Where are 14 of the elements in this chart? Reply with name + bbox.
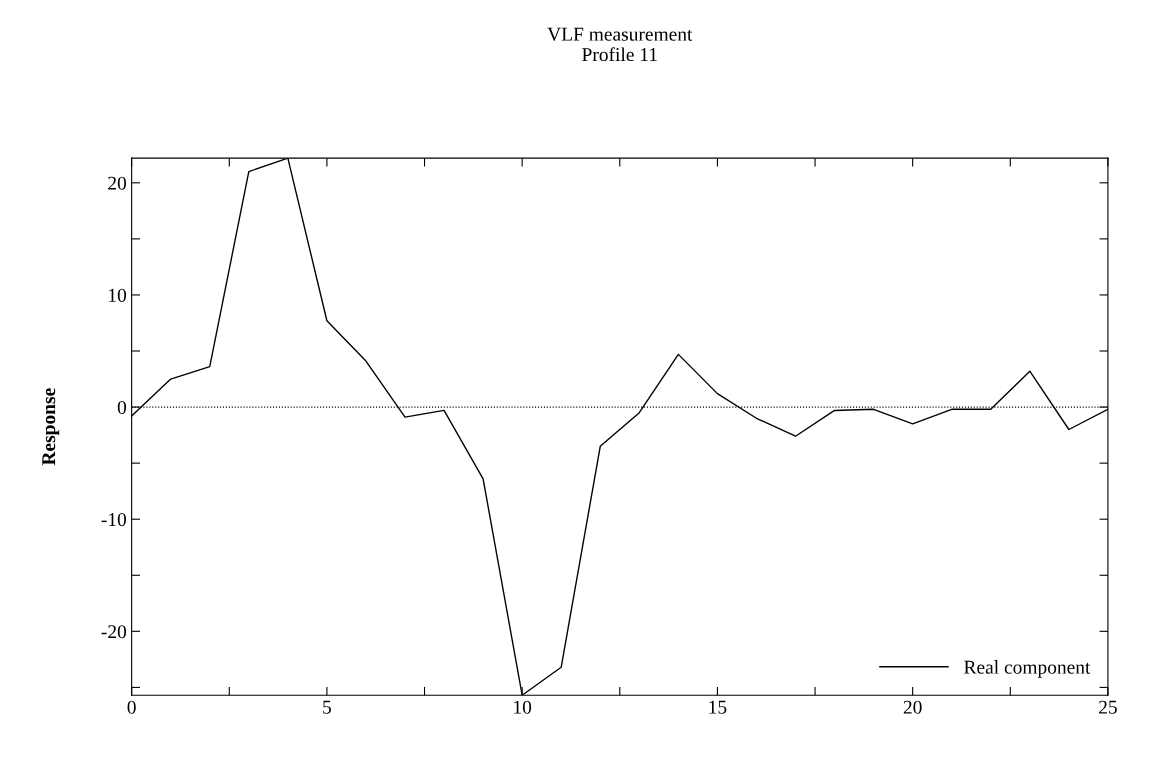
chart-title: VLF measurement Profile 11 [547,27,693,62]
y-tick-label: 0 [117,400,127,415]
legend-label: Real component [964,660,1091,678]
y-tick-label: -20 [101,625,127,639]
x-tick-label: 20 [903,700,922,714]
y-axis-title: Response [42,388,60,466]
x-tick-label: 10 [514,700,532,714]
y-tick-label: -10 [101,513,127,527]
x-tick-label: 0 [127,700,136,714]
x-tick-label: 25 [1099,700,1117,714]
y-tick-label: 20 [108,176,127,190]
x-tick-label: 15 [709,700,727,714]
y-tick-label: 10 [109,288,127,302]
x-tick-label: 5 [323,700,331,714]
